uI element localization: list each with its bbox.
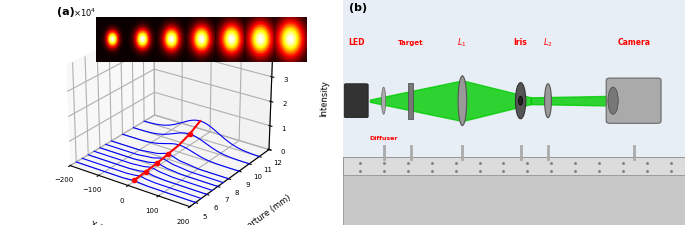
FancyBboxPatch shape [342,158,685,176]
FancyBboxPatch shape [344,84,369,118]
FancyBboxPatch shape [408,83,412,119]
Text: Iris: Iris [514,38,527,47]
Ellipse shape [545,84,551,118]
Ellipse shape [382,88,386,115]
Text: (a): (a) [57,7,75,17]
Text: LED: LED [348,38,364,47]
Ellipse shape [608,88,619,115]
FancyBboxPatch shape [606,79,661,124]
Ellipse shape [519,97,523,106]
Text: (b): (b) [349,3,367,13]
Ellipse shape [515,83,526,119]
Text: Diffuser: Diffuser [369,135,398,140]
X-axis label: X (μm): X (μm) [89,220,119,225]
Y-axis label: Aperture (mm): Aperture (mm) [236,193,292,225]
Text: Camera: Camera [617,38,650,47]
Text: $\times 10^4$: $\times 10^4$ [73,7,96,19]
Text: $L_2$: $L_2$ [543,36,553,48]
Ellipse shape [458,76,466,126]
FancyBboxPatch shape [342,0,685,225]
Text: $L_1$: $L_1$ [458,36,467,48]
Text: Target: Target [398,40,424,46]
FancyBboxPatch shape [342,158,685,225]
